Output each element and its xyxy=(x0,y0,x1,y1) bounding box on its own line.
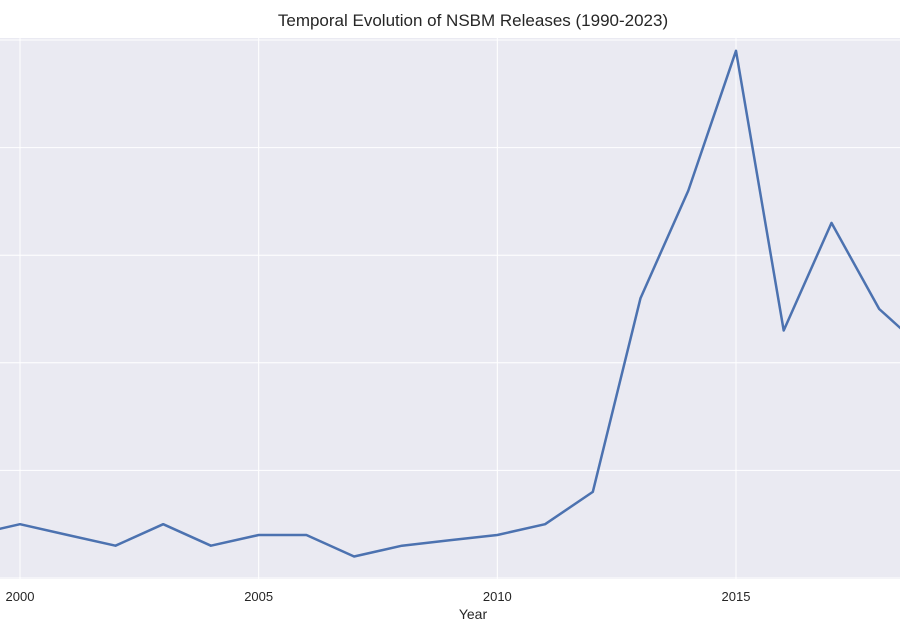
data-point-2004 xyxy=(209,544,213,548)
data-point-2007 xyxy=(352,554,356,558)
data-point-2005 xyxy=(257,533,261,537)
data-point-2009 xyxy=(448,538,452,542)
x-tick-labels: 2000 2005 2010 2015 xyxy=(6,589,751,604)
chart-title: Temporal Evolution of NSBM Releases (199… xyxy=(277,11,669,30)
series-line-0 xyxy=(0,49,900,558)
data-point-2018 xyxy=(877,307,881,311)
data-point-2014 xyxy=(686,189,690,193)
data-point-2006 xyxy=(304,533,308,537)
data-point-2011 xyxy=(543,522,547,526)
x-tick-label-2000: 2000 xyxy=(6,589,35,604)
data-point-2010 xyxy=(495,533,499,537)
data-point-2017 xyxy=(829,221,833,225)
data-point-2016 xyxy=(782,329,786,333)
data-point-2000 xyxy=(18,522,22,526)
series-layer xyxy=(0,49,900,558)
data-point-2003 xyxy=(161,522,165,526)
data-point-2015 xyxy=(734,49,738,53)
grid-lines xyxy=(0,38,900,579)
data-point-2001 xyxy=(66,533,70,537)
data-point-2012 xyxy=(591,490,595,494)
plot-background xyxy=(0,38,900,579)
data-point-2013 xyxy=(639,296,643,300)
x-tick-label-2010: 2010 xyxy=(483,589,512,604)
data-point-2008 xyxy=(400,544,404,548)
data-point-2002 xyxy=(113,544,117,548)
x-tick-label-2005: 2005 xyxy=(244,589,273,604)
x-tick-label-2015: 2015 xyxy=(722,589,751,604)
x-axis-label: Year xyxy=(458,606,488,622)
